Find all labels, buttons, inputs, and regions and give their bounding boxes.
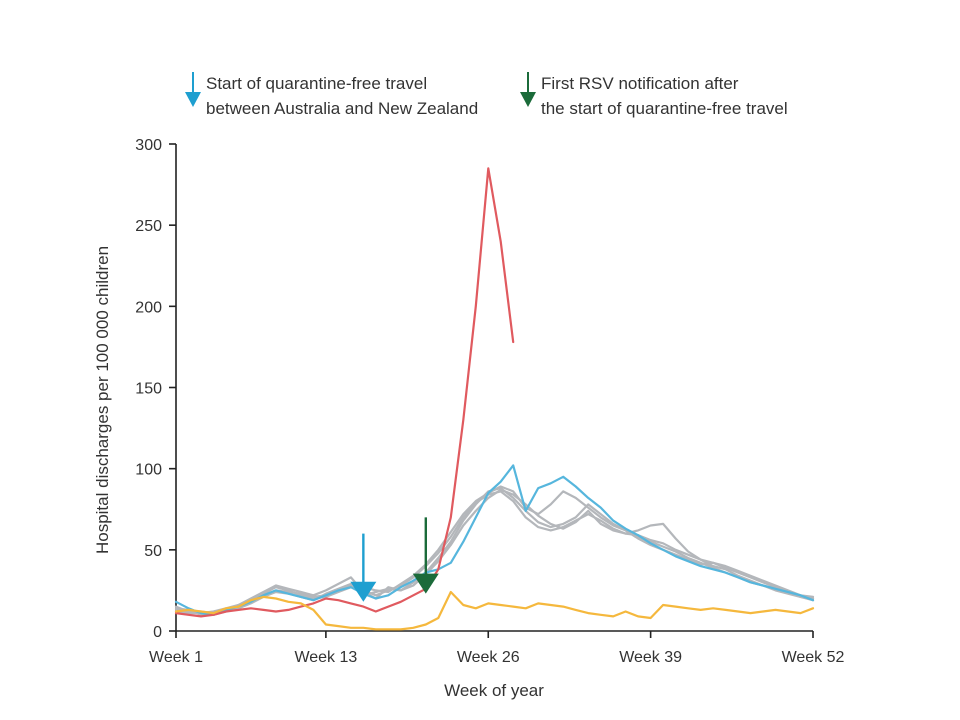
x-tick-label: Week 39 [619,649,682,666]
legend: Start of quarantine-free travel between … [185,72,788,118]
y-tick-label: 50 [144,543,162,560]
legend-item-rsv: First RSV notification after the start o… [520,72,788,118]
series-line-6 [174,167,515,618]
legend-travel-line-2: between Australia and New Zealand [206,99,478,118]
x-tick-label: Week 52 [782,649,845,666]
series-line-7 [174,590,815,631]
y-tick-label: 250 [135,218,162,235]
x-ticks: Week 1 Week 13 Week 26 Week 39 Week 52 [149,631,845,666]
annotations [350,517,439,602]
y-axis-title: Hospital discharges per 100 000 children [93,246,112,554]
y-tick-label: 300 [135,137,162,154]
x-axis-title: Week of year [444,681,544,700]
annotation-arrow-1 [350,533,377,602]
y-tick-label: 150 [135,381,162,398]
annotation-arrow-2 [412,517,439,594]
y-ticks: 0 50 100 150 200 250 300 [135,137,176,641]
series-line-2 [174,487,815,616]
x-tick-label: Week 26 [457,649,520,666]
series-line-5 [174,464,815,616]
y-tick-label: 200 [135,299,162,316]
legend-rsv-line-1: First RSV notification after [541,74,739,93]
series-line-3 [174,485,815,616]
legend-item-travel: Start of quarantine-free travel between … [185,72,478,118]
series-group [174,167,815,631]
legend-green-arrow-icon [520,72,536,107]
series-line-4 [174,490,815,615]
x-tick-label: Week 1 [149,649,203,666]
x-tick-label: Week 13 [294,649,357,666]
y-tick-label: 100 [135,462,162,479]
legend-travel-line-1: Start of quarantine-free travel [206,74,427,93]
y-tick-label: 0 [153,624,162,641]
legend-blue-arrow-icon [185,72,201,107]
legend-rsv-line-2: the start of quarantine-free travel [541,99,788,118]
